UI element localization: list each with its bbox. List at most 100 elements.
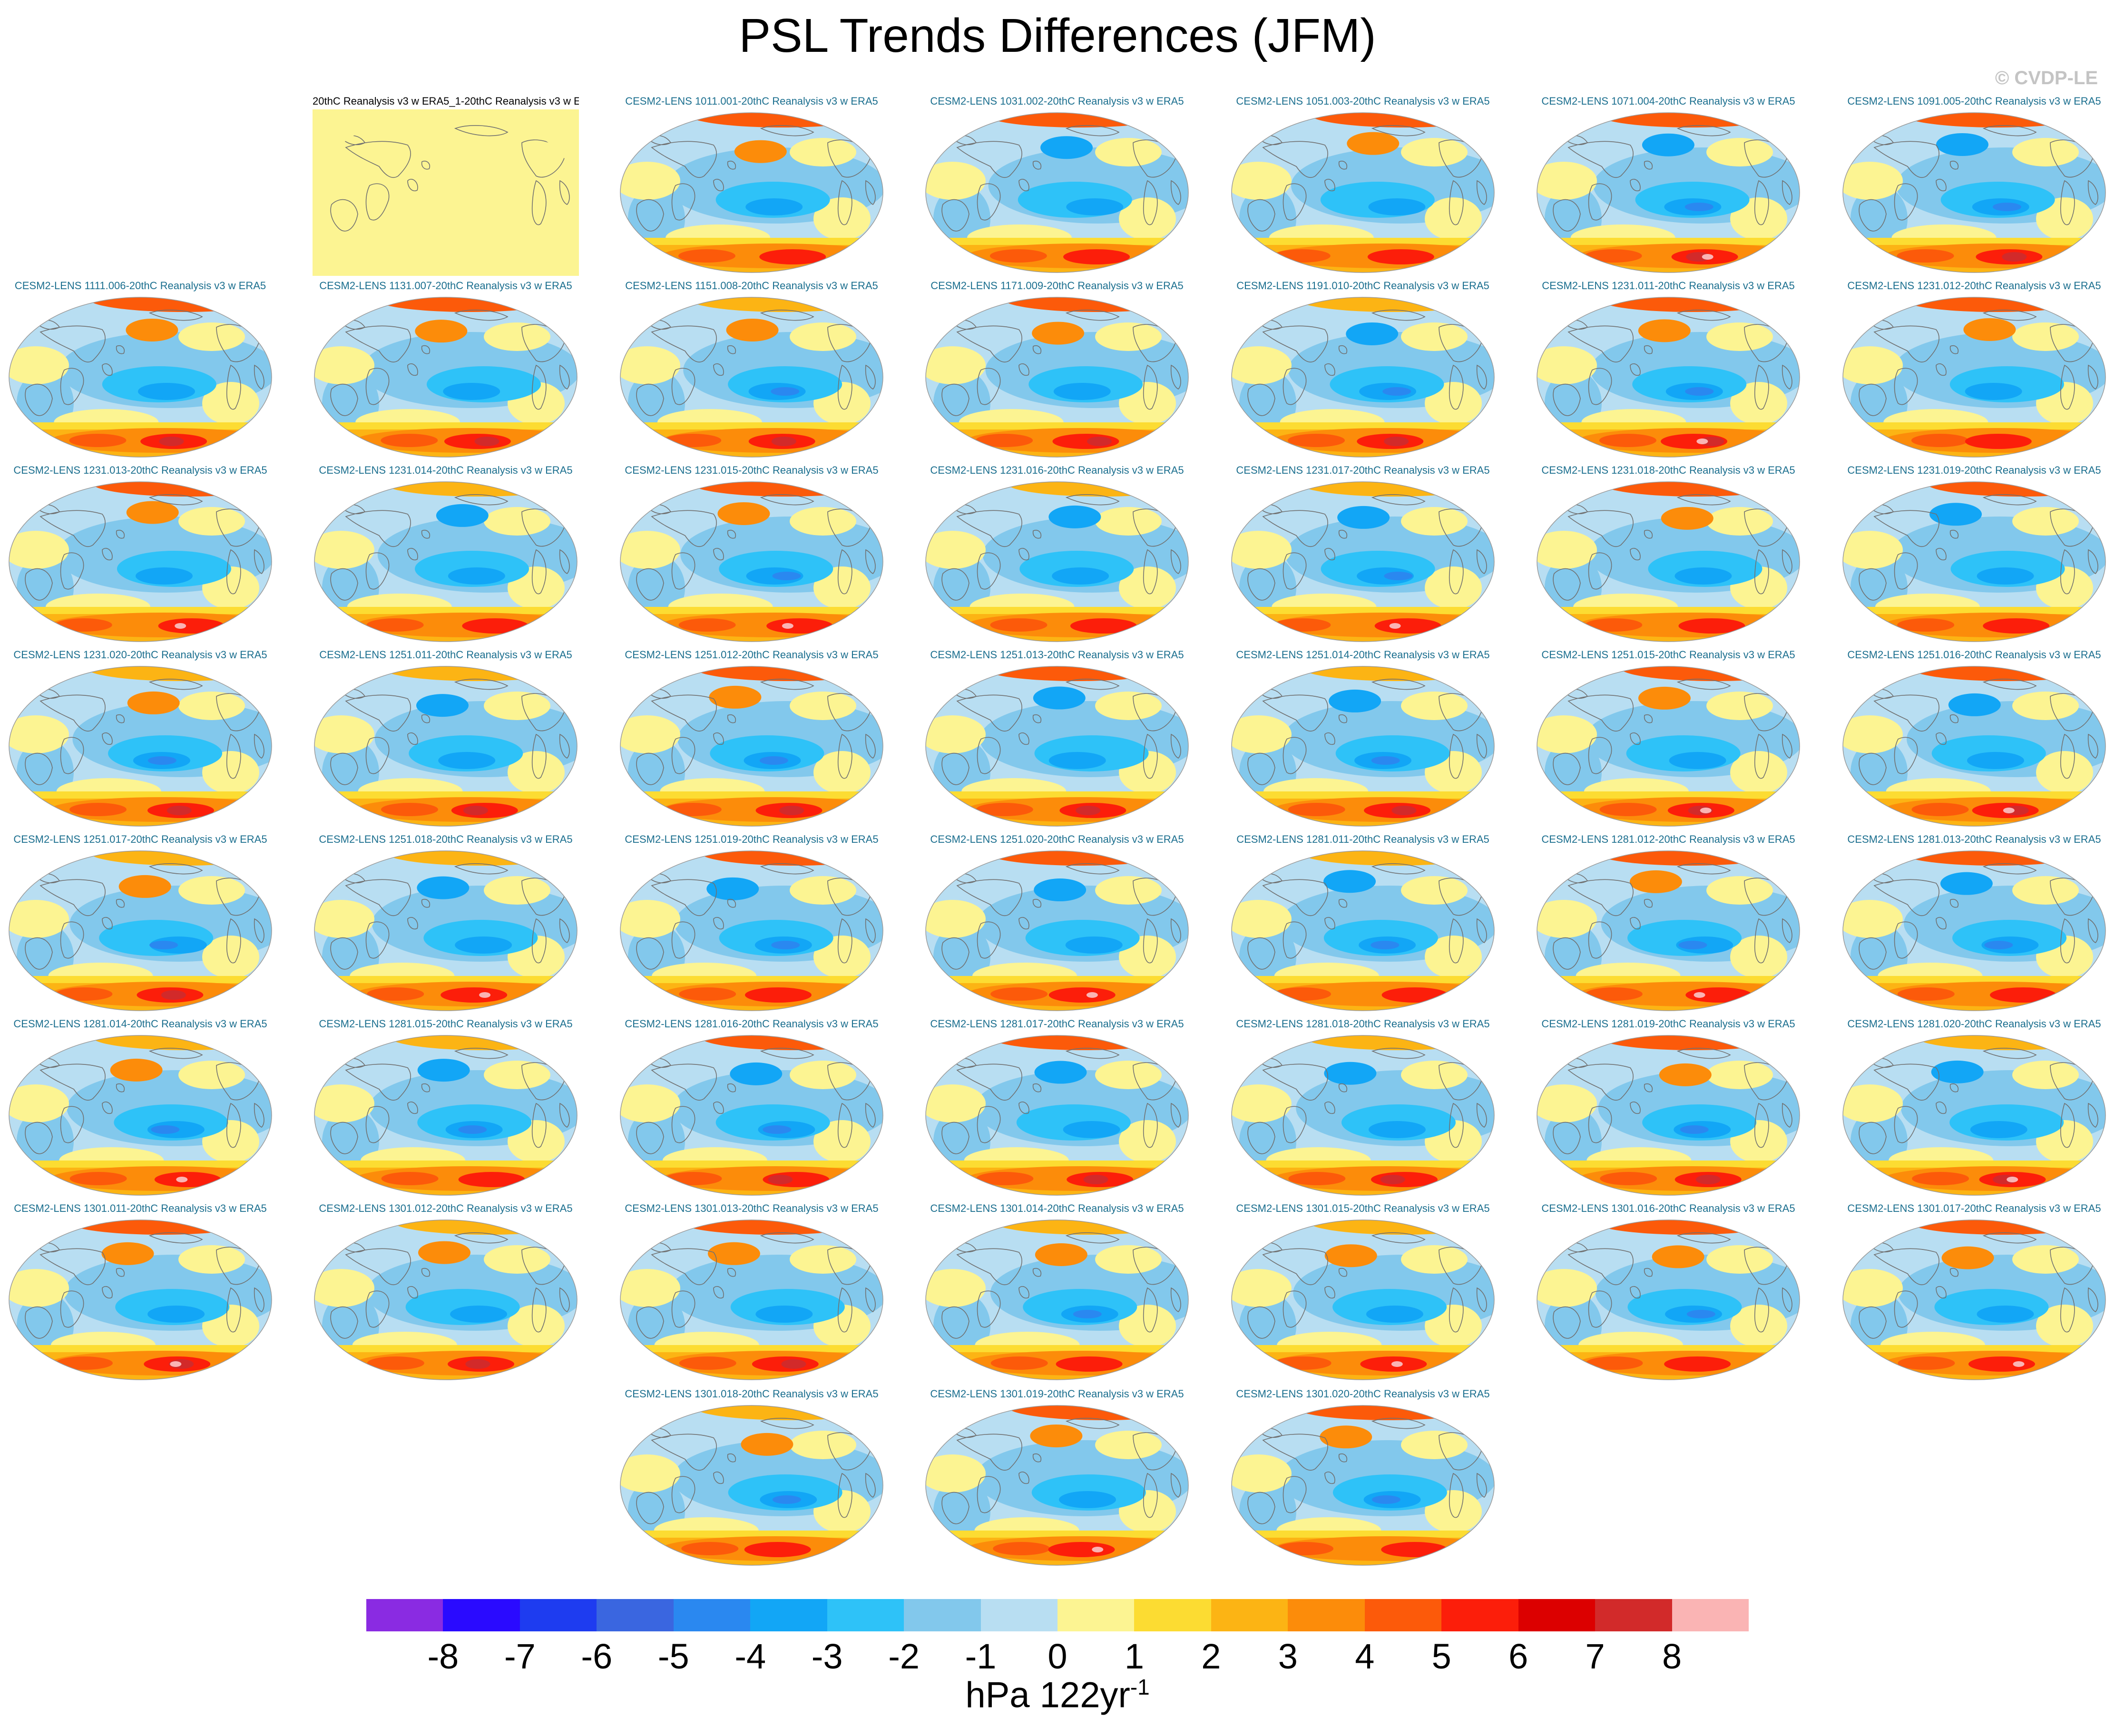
map-frame: [1537, 481, 1800, 642]
coastline-layer: [1553, 310, 1792, 416]
coastline-7: [254, 918, 264, 943]
field-positive-east: [1730, 1305, 1787, 1347]
field-positive-east: [202, 751, 259, 794]
coastline-4: [1630, 179, 1641, 191]
coastline-7: [1170, 549, 1181, 574]
field-southern-max-b: [1968, 1356, 2035, 1372]
field-southern-peak: [768, 1175, 793, 1184]
coastline-5: [827, 693, 871, 731]
panel-label: CESM2-LENS 1281.016-20thC Reanalysis v3 …: [625, 1018, 879, 1030]
coastline-9: [1338, 1083, 1348, 1092]
field-southern-max-a: [1585, 987, 1643, 1001]
panel-label: CESM2-LENS 1091.005-20thC Reanalysis v3 …: [1847, 95, 2101, 107]
coastline-0: [345, 879, 411, 916]
map-panel: CESM2-LENS 1231.014-20thC Reanalysis v3 …: [313, 464, 579, 645]
field-southern-max-a: [55, 1356, 113, 1370]
field-negative-max: [1368, 198, 1426, 215]
coastline-4: [713, 1286, 724, 1298]
map-svg: [313, 109, 579, 276]
coastline-4: [1630, 1286, 1641, 1298]
map-panel: CESM2-LENS 1251.016-20thC Reanalysis v3 …: [1841, 649, 2107, 829]
coastline-7: [2087, 1102, 2098, 1128]
map-svg: [1842, 850, 2106, 1011]
map-svg: [925, 1035, 1189, 1196]
coastline-8: [1676, 679, 1731, 690]
coastline-4: [1018, 917, 1029, 929]
field-positive-west: [926, 1454, 986, 1492]
field-southern-max-a: [678, 249, 735, 263]
coastline-4: [102, 548, 113, 560]
coastline-6: [226, 1287, 241, 1333]
field-positive-east: [813, 751, 871, 794]
map-panel: CESM2-LENS 1251.013-20thC Reanalysis v3 …: [924, 649, 1190, 829]
field-negative-max: [1970, 1121, 2027, 1138]
field-negative-peak: [1680, 1125, 1709, 1134]
field-north-pacific: [1659, 1063, 1712, 1086]
anomaly-field: [9, 666, 272, 826]
field-negative-max: [137, 383, 195, 400]
anomaly-field: [1232, 297, 1494, 457]
anomaly-field: [620, 1035, 883, 1195]
coastline-layer: [1247, 1048, 1487, 1154]
map-frame: [1842, 297, 2106, 458]
coastline-5: [827, 1247, 871, 1285]
map-frame: [925, 112, 1189, 273]
field-north-pacific: [118, 875, 171, 898]
field-north-pacific: [706, 877, 759, 900]
map-panel: CESM2-LENS 1281.011-20thC Reanalysis v3 …: [1230, 833, 1496, 1014]
coastline-4: [102, 1102, 113, 1114]
coastline-8: [454, 1048, 509, 1059]
panel-label: CESM2-LENS 1301.012-20thC Reanalysis v3 …: [319, 1202, 573, 1214]
coastline-8: [760, 125, 814, 137]
field-positive-west: [9, 1084, 69, 1122]
coastline-2: [941, 752, 969, 785]
field-southern-peak: [1087, 437, 1112, 446]
map-frame: [925, 666, 1189, 827]
coastline-7: [1170, 918, 1181, 943]
coastline-2: [25, 937, 53, 970]
field-positive-east: [1730, 936, 1787, 978]
map-frame: [925, 1219, 1189, 1380]
coastline-9: [1032, 898, 1042, 908]
field-positive-west: [1843, 531, 1903, 569]
coastline-layer: [1553, 1048, 1792, 1154]
colorbar-tick-label: 2: [1201, 1637, 1221, 1676]
panel-label: CESM2-LENS 1281.013-20thC Reanalysis v3 …: [1847, 833, 2101, 845]
field-positive-north: [1401, 507, 1468, 536]
coastline-1: [671, 183, 695, 221]
coastline-2: [1553, 568, 1581, 601]
coastline-2: [330, 568, 358, 601]
panel-label: CESM2-LENS 1231.011-20thC Reanalysis v3 …: [1542, 280, 1795, 292]
field-positive-north: [1095, 322, 1162, 351]
map-frame: [1842, 481, 2106, 642]
map-frame: [1842, 1219, 2106, 1380]
field-negative-max: [1965, 383, 2022, 400]
field-positive-west: [926, 715, 986, 753]
coastline-7: [1476, 180, 1487, 205]
coastline-5: [521, 324, 565, 362]
field-southern-max-a: [1898, 1356, 1955, 1370]
coastline-5: [216, 324, 260, 362]
coastline-9: [1032, 1083, 1042, 1092]
anomaly-field: [1232, 851, 1494, 1011]
panel-label: CESM2-LENS 1301.013-20thC Reanalysis v3 …: [625, 1202, 879, 1214]
anomaly-field: [9, 482, 272, 642]
field-negative-peak: [1384, 572, 1413, 580]
field-southern-max-a: [679, 987, 736, 1001]
map-svg: [1537, 1219, 1800, 1380]
coastline-5: [1744, 139, 1788, 178]
coastline-6: [837, 733, 852, 779]
coastline-1: [977, 552, 1001, 590]
map-frame: [620, 481, 883, 642]
field-positive-north: [1095, 876, 1162, 905]
field-southern-max-a: [976, 803, 1033, 816]
coastline-1: [1588, 1106, 1612, 1143]
coastline-7: [1782, 1287, 1792, 1312]
coastline-8: [1676, 125, 1731, 137]
coastline-8: [1982, 310, 2037, 321]
field-negative-peak: [1678, 941, 1707, 949]
map-panel: CESM2-LENS 1301.011-20thC Reanalysis v3 …: [7, 1202, 274, 1383]
field-southern-max-a: [990, 987, 1048, 1001]
coastline-8: [760, 863, 814, 875]
map-frame: [1537, 112, 1800, 273]
